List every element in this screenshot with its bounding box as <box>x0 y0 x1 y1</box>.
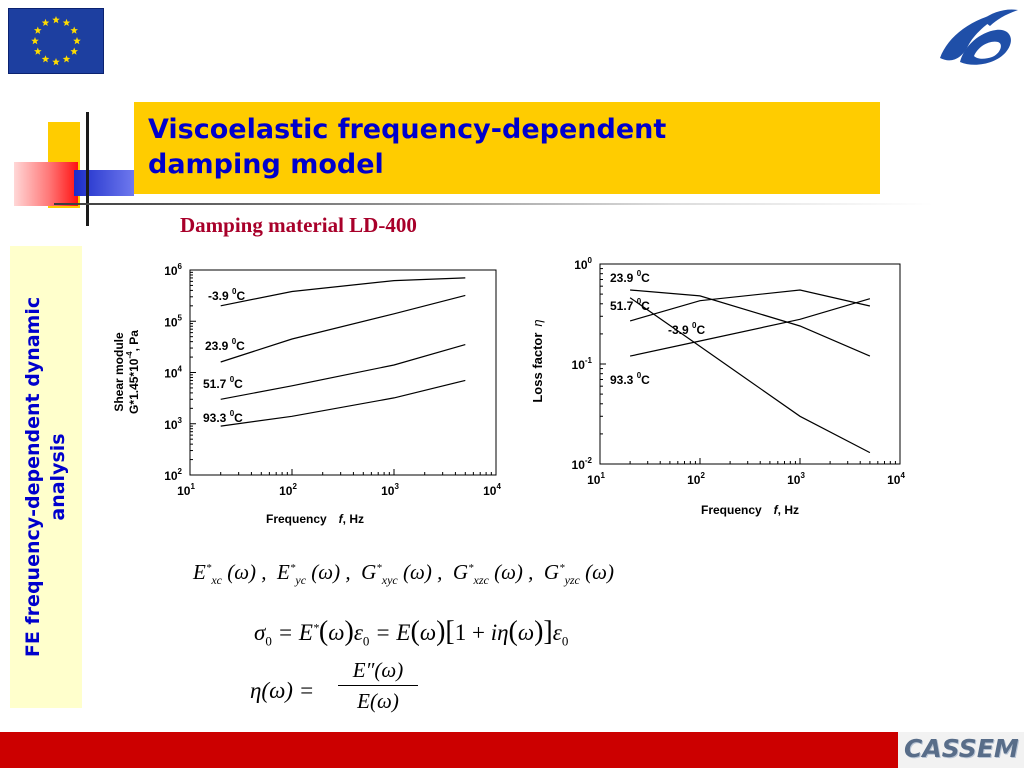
eu-star-icon <box>34 26 42 34</box>
footer-bar <box>0 732 898 768</box>
formula-stress-strain: σ0 = E*(ω)ε0 = E(ω)[1 + iη(ω)]ε0 <box>254 616 569 649</box>
x-tick-label: 101 <box>587 471 605 487</box>
series-line <box>220 344 466 400</box>
y-axis-label: Loss factorη <box>530 319 545 402</box>
y-tick-label: 102 <box>164 467 182 483</box>
decor-horizontal-line <box>54 203 934 205</box>
eu-star-icon <box>52 58 60 66</box>
loss-factor-chart: 101 102 103 104 10-2 10-1 100 23.9 0C 51.7 0C -… <box>530 256 905 517</box>
series-label: 23.9 0C <box>205 337 245 353</box>
side-banner <box>10 246 82 708</box>
eu-flag-icon <box>8 8 104 74</box>
series-label: -3.9 0C <box>668 321 705 337</box>
formula-complex-moduli: E*xc (ω) , E*yc (ω) , G*xyc (ω) , G*xzc … <box>193 560 614 588</box>
x-axis-label: Frequency f, Hz <box>266 512 364 526</box>
eu-star-icon <box>41 55 50 63</box>
series-label: 51.7 0C <box>610 297 650 313</box>
footer-logo-box <box>898 732 1024 768</box>
x-tick-label: 103 <box>381 482 399 498</box>
eu-star-icon <box>70 47 78 55</box>
y-axis-label-line-1: Shear module <box>112 332 126 412</box>
y-tick-label: 106 <box>164 262 182 278</box>
eu-star-icon <box>70 26 78 34</box>
x-tick-label: 103 <box>787 471 805 487</box>
series-line <box>629 289 871 322</box>
series-label: -3.9 0C <box>208 287 245 303</box>
x-tick-label: 104 <box>483 482 501 498</box>
eu-star-icon <box>62 18 71 27</box>
side-label: FE frequency-dependent dynamic analysis <box>10 246 82 708</box>
x-tick-label: 102 <box>279 482 297 498</box>
series-line <box>629 297 871 454</box>
formula-loss-factor-lhs: η(ω) = <box>250 678 315 703</box>
x-tick-label: 102 <box>687 471 705 487</box>
x-tick-label: 104 <box>887 471 905 487</box>
y-tick-label: 104 <box>164 365 182 381</box>
eu-star-icon <box>41 18 50 27</box>
eu-star-icon <box>73 37 81 45</box>
eu-star-icon <box>31 37 39 45</box>
x-axis-label: Frequency f, Hz <box>701 503 799 517</box>
side-label-line-2: analysis <box>47 433 69 521</box>
cassem-logo: CASSEM <box>904 734 1019 763</box>
series-label: 23.9 0C <box>610 269 650 285</box>
decor-vertical-line <box>86 112 89 226</box>
x-tick-label: 101 <box>177 482 195 498</box>
y-tick-label: 103 <box>164 416 182 432</box>
series-label: 93.3 0C <box>203 409 243 425</box>
y-tick-label: 10-1 <box>572 356 593 372</box>
formula-loss-factor-fraction: E″(ω) E(ω) <box>338 658 418 714</box>
chart-plot-frame <box>599 263 901 465</box>
side-label-line-1: FE frequency-dependent dynamic <box>22 296 44 658</box>
subtitle: Damping material LD-400 <box>180 213 417 237</box>
y-tick-label: 100 <box>574 256 592 272</box>
slide-title-line-1: Viscoelastic frequency-dependent <box>148 114 667 145</box>
decor-red-block <box>14 162 78 206</box>
slide-title: Viscoelastic frequency-dependent damping… <box>134 102 880 194</box>
series-line <box>629 298 871 357</box>
series-line <box>220 294 466 363</box>
decor-blue-block <box>74 170 134 196</box>
series-line <box>220 379 466 427</box>
y-axis-label-line-2: G*1.45*10-4, Pa <box>125 330 141 414</box>
eu-star-icon <box>62 55 71 63</box>
y-tick-label: 10-2 <box>572 456 593 472</box>
series-line <box>630 289 871 357</box>
eu-star-icon <box>34 47 42 55</box>
series-label: 51.7 0C <box>203 375 243 391</box>
series-label: 93.3 0C <box>610 371 650 387</box>
fp6-logo-icon <box>934 6 1020 68</box>
y-tick-label: 105 <box>164 313 182 329</box>
slide-title-line-2: damping model <box>148 149 384 180</box>
series-line <box>220 277 466 307</box>
eu-star-icon <box>52 16 60 24</box>
